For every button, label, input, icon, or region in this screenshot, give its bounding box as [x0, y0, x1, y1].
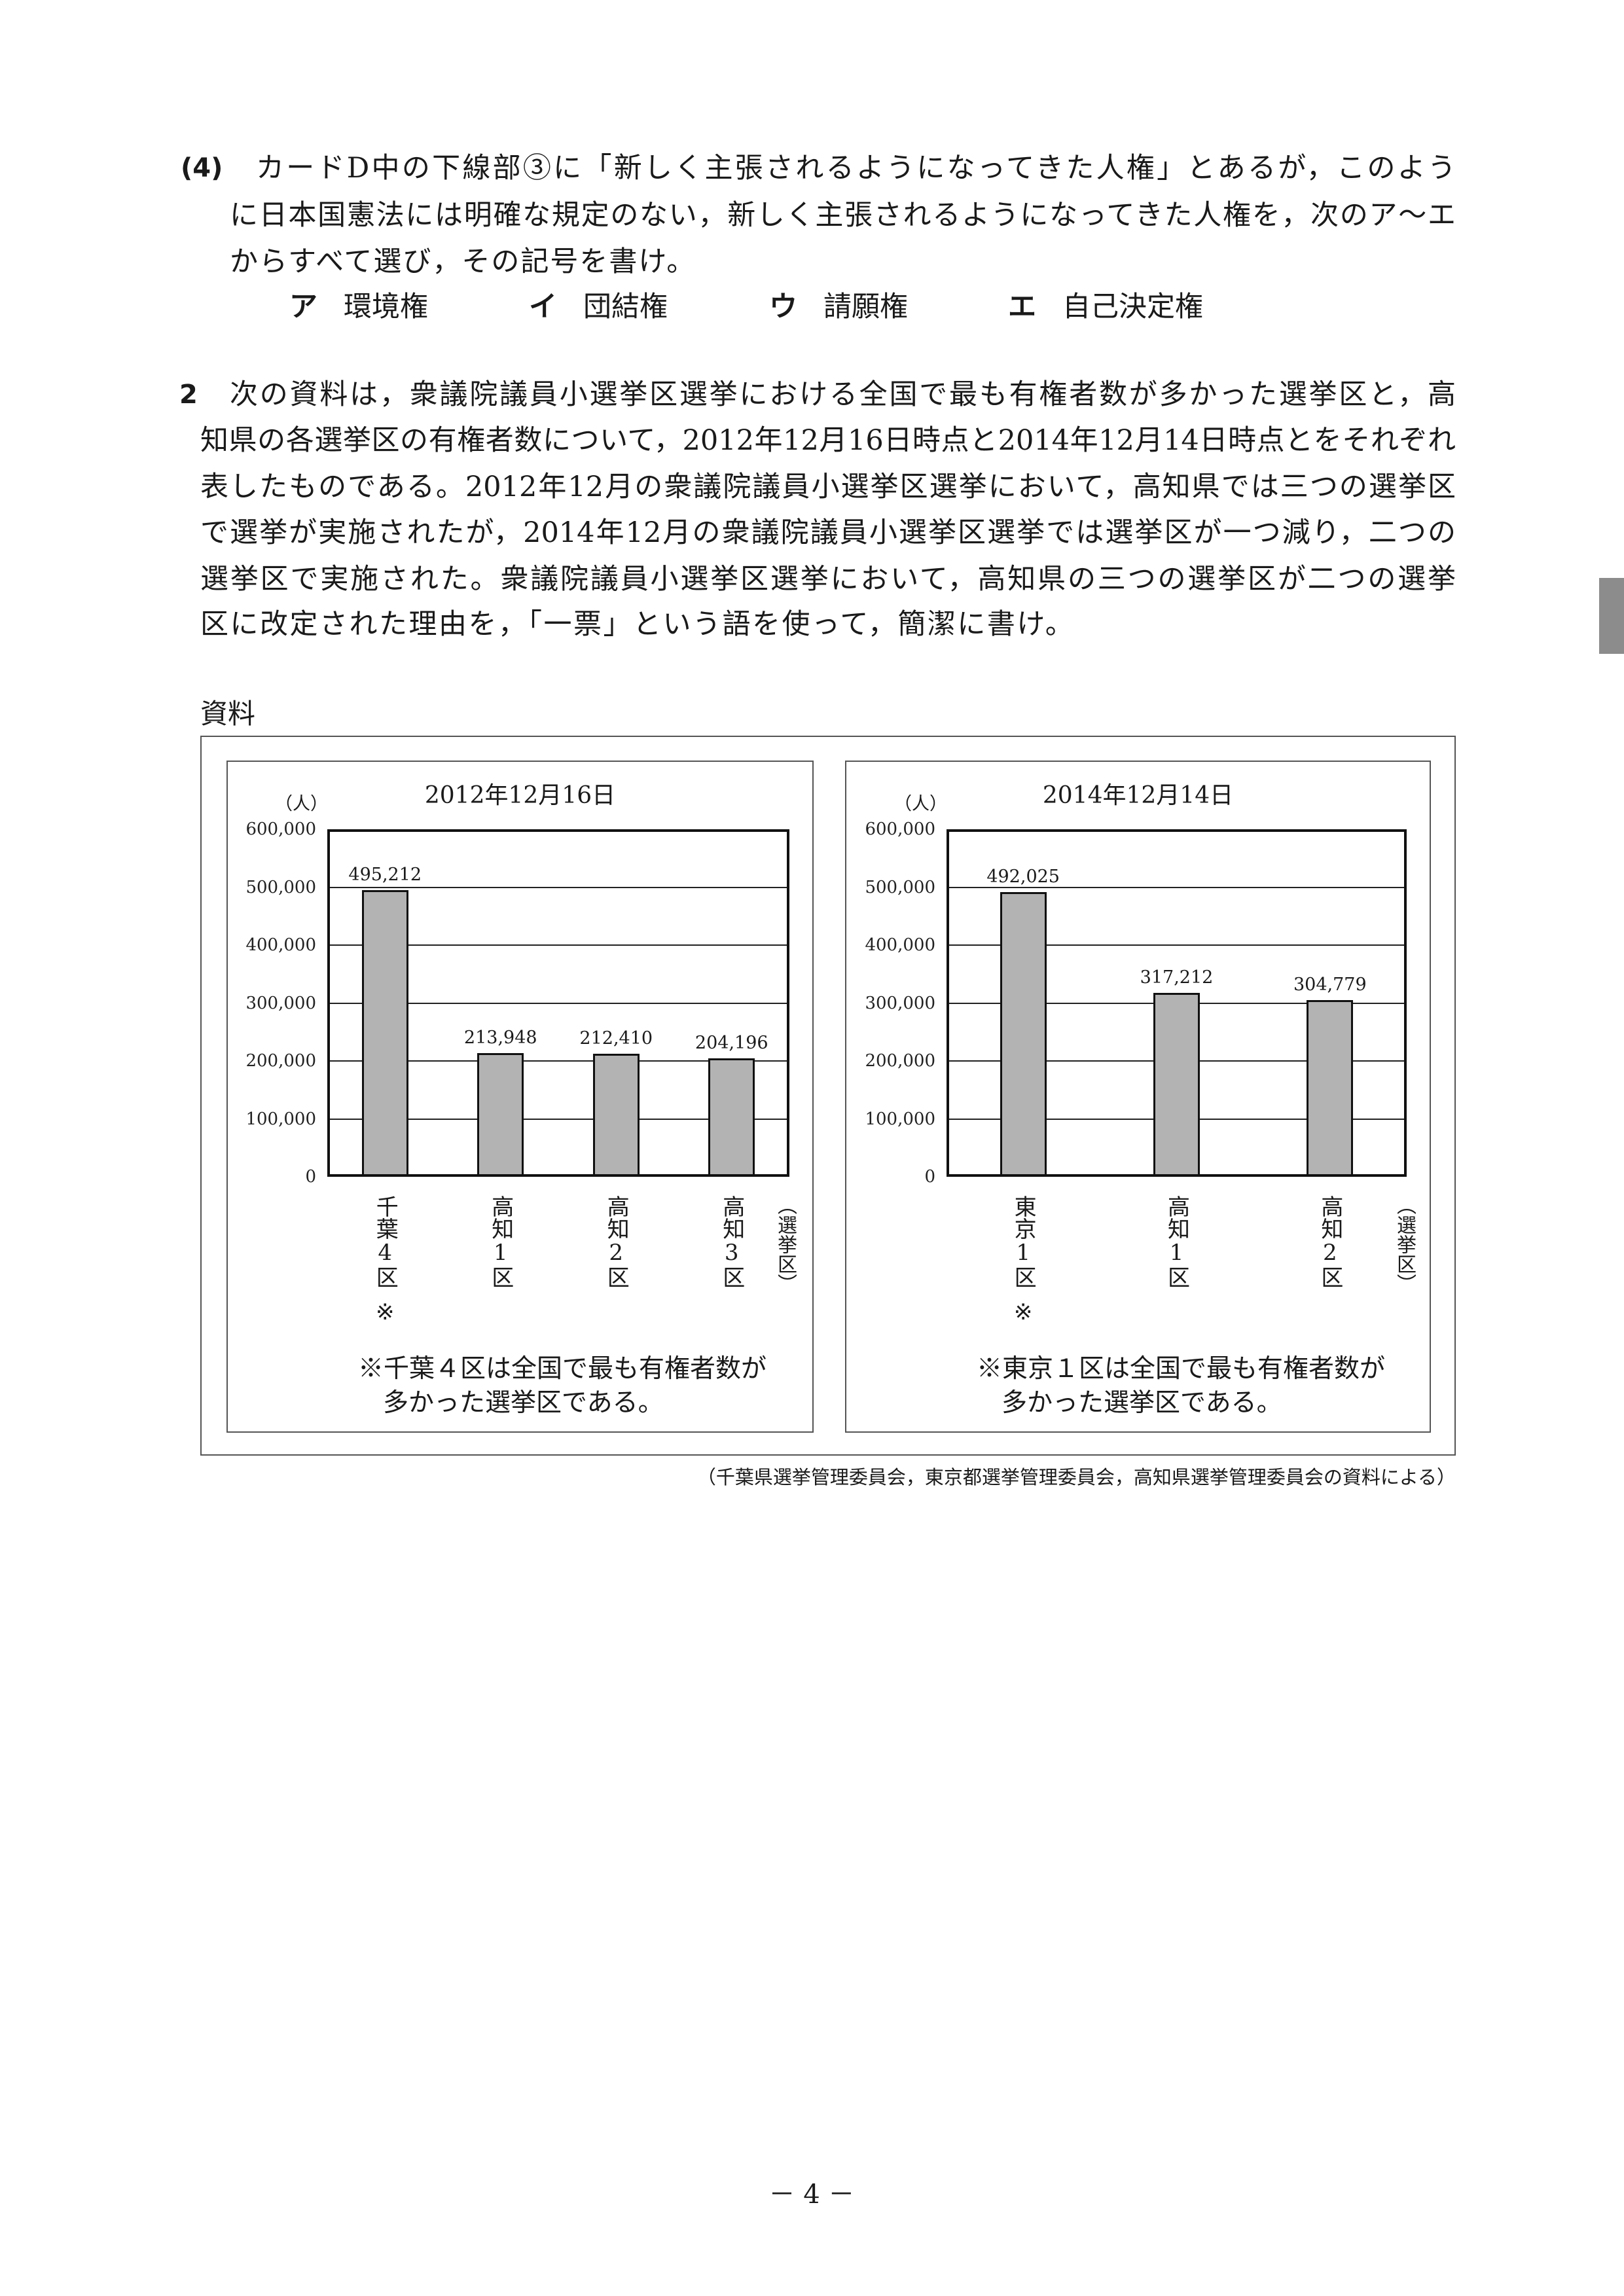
y-tick-label: 600,000 — [245, 819, 316, 839]
y-tick-label: 100,000 — [865, 1109, 935, 1129]
y-axis-unit: （人） — [275, 794, 328, 814]
data-label: 213,948 — [463, 1027, 537, 1048]
choice-e-text: 自己決定権 — [1062, 291, 1203, 323]
gridline — [327, 1060, 789, 1062]
chart-footnote-line-1: ※東京１区は全国で最も有権者数が — [977, 1354, 1386, 1384]
page-number: － 4 － — [768, 2179, 855, 2210]
y-tick-label: 300,000 — [865, 993, 935, 1013]
data-label: 317,212 — [1140, 967, 1214, 988]
category-label: 高知3区 — [718, 1195, 745, 1288]
choice-a-text: 環境権 — [344, 291, 428, 323]
y-tick-label: 300,000 — [245, 993, 316, 1013]
bar — [1153, 993, 1200, 1177]
data-label: 492,025 — [986, 866, 1060, 887]
y-tick-label: 400,000 — [245, 935, 316, 955]
category-label: 高知1区 — [1163, 1195, 1190, 1288]
choice-u-mark: ウ — [769, 291, 797, 323]
question-4-number: (4) — [181, 153, 223, 183]
bar — [361, 889, 408, 1177]
y-tick-label: 0 — [305, 1167, 316, 1187]
category-label: 東京1区 — [1010, 1195, 1037, 1288]
material-label: 資料 — [200, 698, 256, 730]
y-tick-label: 500,000 — [865, 877, 935, 897]
category-note-marker: ※ — [372, 1299, 399, 1325]
material-box — [200, 736, 1456, 1456]
question-2-line-3: 表したものである。2012年12月の衆議院議員小選挙区選挙において，高知県では三… — [200, 471, 1456, 503]
y-tick-label: 0 — [924, 1167, 935, 1187]
data-label: 204,196 — [695, 1033, 768, 1054]
chart-title: 2014年12月14日 — [1042, 782, 1234, 809]
bar — [708, 1058, 755, 1177]
y-tick-label: 500,000 — [245, 877, 316, 897]
category-note-marker: ※ — [1010, 1299, 1037, 1325]
choice-a-mark: ア — [289, 291, 317, 323]
chart-footnote-line-1: ※千葉４区は全国で最も有権者数が — [358, 1354, 767, 1384]
chart-footnote-line-2: 多かった選挙区である。 — [383, 1388, 664, 1418]
choice-i: イ団結権 — [529, 287, 668, 327]
category-label: 高知2区 — [1316, 1195, 1343, 1288]
gridline — [327, 1118, 789, 1120]
gridline — [327, 886, 789, 888]
y-tick-label: 200,000 — [865, 1051, 935, 1071]
choice-a: ア環境権 — [289, 287, 428, 327]
question-2-line-4: で選挙が実施されたが，2014年12月の衆議院議員小選挙区選挙では選挙区が一つ減… — [200, 516, 1456, 549]
choice-u: ウ請願権 — [769, 287, 908, 327]
gridline — [327, 944, 789, 946]
choice-e-mark: エ — [1008, 291, 1036, 323]
source-note: （千葉県選挙管理委員会，東京都選挙管理委員会，高知県選挙管理委員会の資料による） — [696, 1466, 1456, 1488]
question-4-line-2: に日本国憲法には明確な規定のない，新しく主張されるようになってきた人権を，次のア… — [230, 199, 1456, 232]
chart-panel-2014 — [845, 761, 1431, 1433]
question-4-line-1: カードD中の下線部③に「新しく主張されるようになってきた人権」とあるが，このよう — [256, 152, 1456, 185]
y-tick-label: 400,000 — [865, 935, 935, 955]
question-2-line-6: 区に改定された理由を，「一票」という語を使って，簡潔に書け。 — [200, 608, 1075, 641]
category-label: 高知1区 — [487, 1195, 514, 1288]
x-axis-label: （選挙区） — [774, 1195, 797, 1293]
page-side-tab — [1599, 578, 1624, 654]
choice-e: エ自己決定権 — [1008, 287, 1203, 327]
x-axis-label: （選挙区） — [1393, 1195, 1416, 1293]
choice-i-text: 団結権 — [583, 291, 668, 323]
y-tick-label: 600,000 — [865, 819, 935, 839]
data-label: 304,779 — [1293, 975, 1367, 996]
chart-footnote-line-2: 多かった選挙区である。 — [1001, 1388, 1282, 1418]
y-tick-label: 200,000 — [245, 1051, 316, 1071]
question-4-line-3: からすべて選び，その記号を書け。 — [230, 245, 696, 278]
gridline — [947, 886, 1407, 888]
bar — [592, 1054, 640, 1177]
question-2-line-2: 知県の各選挙区の有権者数について，2012年12月16日時点と2014年12月1… — [200, 424, 1456, 457]
question-2-line-1: 次の資料は，衆議院議員小選挙区選挙における全国で最も有権者数が多かった選挙区と，… — [230, 378, 1456, 411]
gridline — [327, 1002, 789, 1004]
bar — [1000, 891, 1047, 1177]
choice-u-text: 請願権 — [823, 291, 908, 323]
chart-panel-2012 — [226, 761, 814, 1433]
y-tick-label: 100,000 — [245, 1109, 316, 1129]
question-2-line-5: 選挙区で実施された。衆議院議員小選挙区選挙において，高知県の三つの選挙区が二つの… — [200, 563, 1456, 596]
choice-i-mark: イ — [529, 291, 557, 323]
data-label: 212,410 — [579, 1028, 653, 1049]
category-label: 千葉4区 — [372, 1195, 399, 1288]
question-2-number: 2 — [179, 380, 198, 410]
plot-area — [327, 829, 789, 1177]
bar — [477, 1052, 524, 1177]
plot-area — [947, 829, 1407, 1177]
chart-title: 2012年12月16日 — [424, 782, 616, 809]
y-axis-unit: （人） — [894, 794, 947, 814]
data-label: 495,212 — [348, 864, 422, 885]
category-label: 高知2区 — [603, 1195, 630, 1288]
gridline — [947, 944, 1407, 946]
